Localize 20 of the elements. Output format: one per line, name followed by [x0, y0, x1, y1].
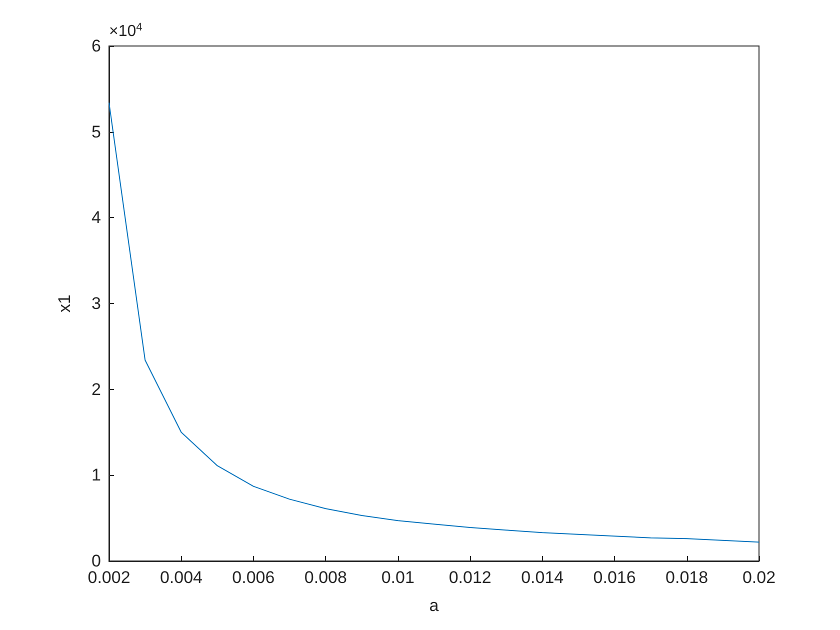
x-tick-label: 0.018	[666, 568, 708, 587]
y-tick-label: 5	[92, 122, 101, 142]
x-tick-label: 0.006	[232, 568, 275, 587]
x-tick-label: 0.016	[593, 568, 636, 587]
y-tick-label: 6	[92, 36, 101, 56]
y-tick-label: 2	[92, 380, 101, 399]
x-tick-label: 0.014	[521, 568, 564, 587]
y-tick-label: 3	[92, 294, 101, 313]
x-tick-label: 0.01	[381, 568, 414, 587]
y-axis-title: x1	[55, 294, 74, 312]
x-tick-label: 0.012	[448, 568, 492, 587]
x-tick-label: 0.002	[88, 568, 130, 587]
line-series	[108, 102, 760, 543]
x-tick-label: 0.02	[742, 568, 776, 587]
x-tick-label: 0.004	[160, 568, 202, 587]
y-tick-label: 4	[92, 208, 101, 228]
x-tick-label: 0.008	[304, 568, 347, 587]
y-tick-label: 0	[92, 552, 101, 570]
y-tick-label: 1	[92, 466, 101, 485]
x-axis-title: a	[429, 596, 440, 615]
